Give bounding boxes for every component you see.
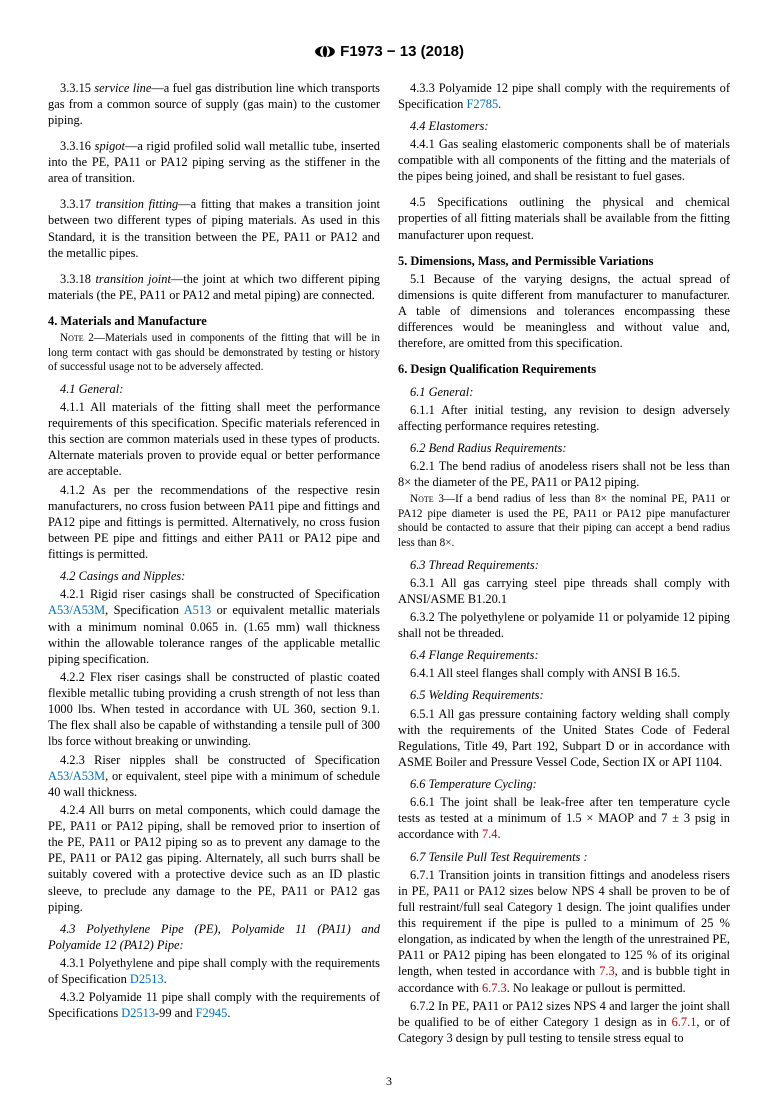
p-6-3-2: 6.3.2 The polyethylene or polyamide 11 o…	[398, 609, 730, 641]
def-3-3-15: 3.3.15 service line—a fuel gas distribut…	[48, 80, 380, 128]
p-4-3-3: 4.3.3 Polyamide 12 pipe shall comply wit…	[398, 80, 730, 112]
p-6-4-1: 6.4.1 All steel flanges shall comply wit…	[398, 665, 730, 681]
h-4-3: 4.3 Polyethylene Pipe (PE), Polyamide 11…	[48, 921, 380, 953]
p-4-2-1: 4.2.1 Rigid riser casings shall be const…	[48, 586, 380, 667]
ref-a53[interactable]: A53/A53M	[48, 603, 105, 617]
xref-7-4[interactable]: 7.4	[482, 827, 498, 841]
p-4-3-1: 4.3.1 Polyethylene and pipe shall comply…	[48, 955, 380, 987]
def-3-3-18: 3.3.18 transition joint—the joint at whi…	[48, 271, 380, 303]
body-columns: 3.3.15 service line—a fuel gas distribut…	[48, 80, 730, 1047]
h-6-4: 6.4 Flange Requirements:	[398, 647, 730, 663]
xref-6-7-3[interactable]: 6.7.3	[482, 981, 507, 995]
h-4-4: 4.4 Elastomers:	[398, 118, 730, 134]
xref-6-7-1[interactable]: 6.7.1	[672, 1015, 697, 1029]
ref-d2513-99[interactable]: D2513	[121, 1006, 155, 1020]
h-6-7: 6.7 Tensile Pull Test Requirements :	[398, 849, 730, 865]
p-5-1: 5.1 Because of the varying designs, the …	[398, 271, 730, 352]
doc-header: F1973 − 13 (2018)	[48, 42, 730, 62]
p-4-2-3: 4.2.3 Riser nipples shall be constructed…	[48, 752, 380, 800]
page-number: 3	[48, 1074, 730, 1090]
p-4-1-1: 4.1.1 All materials of the fitting shall…	[48, 399, 380, 480]
def-3-3-17: 3.3.17 transition fitting—a fitting that…	[48, 196, 380, 261]
note-3: Note 3—If a bend radius of less than 8× …	[398, 492, 730, 550]
p-6-1-1: 6.1.1 After initial testing, any revisio…	[398, 402, 730, 434]
ref-f2945[interactable]: F2945	[196, 1006, 228, 1020]
p-6-7-2: 6.7.2 In PE, PA11 or PA12 sizes NPS 4 an…	[398, 998, 730, 1046]
p-4-2-2: 4.2.2 Flex riser casings shall be constr…	[48, 669, 380, 750]
p-6-2-1: 6.2.1 The bend radius of anodeless riser…	[398, 458, 730, 490]
ref-d2513[interactable]: D2513	[130, 972, 164, 986]
sec-5-title: 5. Dimensions, Mass, and Permissible Var…	[398, 253, 730, 269]
p-6-3-1: 6.3.1 All gas carrying steel pipe thread…	[398, 575, 730, 607]
h-6-6: 6.6 Temperature Cycling:	[398, 776, 730, 792]
p-4-1-2: 4.1.2 As per the recommendations of the …	[48, 482, 380, 563]
ref-a53-2[interactable]: A53/A53M	[48, 769, 105, 783]
p-4-4-1: 4.4.1 Gas sealing elastomeric components…	[398, 136, 730, 184]
h-4-2: 4.2 Casings and Nipples:	[48, 568, 380, 584]
h-6-3: 6.3 Thread Requirements:	[398, 557, 730, 573]
def-3-3-16: 3.3.16 spigot—a rigid profiled solid wal…	[48, 138, 380, 186]
p-6-5-1: 6.5.1 All gas pressure containing factor…	[398, 706, 730, 771]
sec-4-title: 4. Materials and Manufacture	[48, 313, 380, 329]
ref-a513[interactable]: A513	[184, 603, 212, 617]
ref-f2785[interactable]: F2785	[466, 97, 498, 111]
p-6-7-1: 6.7.1 Transition joints in transition fi…	[398, 867, 730, 996]
p-4-3-2: 4.3.2 Polyamide 11 pipe shall comply wit…	[48, 989, 380, 1021]
xref-7-3[interactable]: 7.3	[599, 964, 615, 978]
h-4-1: 4.1 General:	[48, 381, 380, 397]
h-6-2: 6.2 Bend Radius Requirements:	[398, 440, 730, 456]
p-4-2-4: 4.2.4 All burrs on metal components, whi…	[48, 802, 380, 915]
doc-designation: F1973 − 13 (2018)	[340, 43, 464, 60]
p-6-6-1: 6.6.1 The joint shall be leak-free after…	[398, 794, 730, 842]
h-6-1: 6.1 General:	[398, 384, 730, 400]
p-4-5: 4.5 Specifications outlining the physica…	[398, 194, 730, 242]
sec-6-title: 6. Design Qualification Requirements	[398, 361, 730, 377]
note-2: Note 2—Materials used in components of t…	[48, 331, 380, 375]
h-6-5: 6.5 Welding Requirements:	[398, 687, 730, 703]
astm-logo-icon	[314, 44, 336, 60]
